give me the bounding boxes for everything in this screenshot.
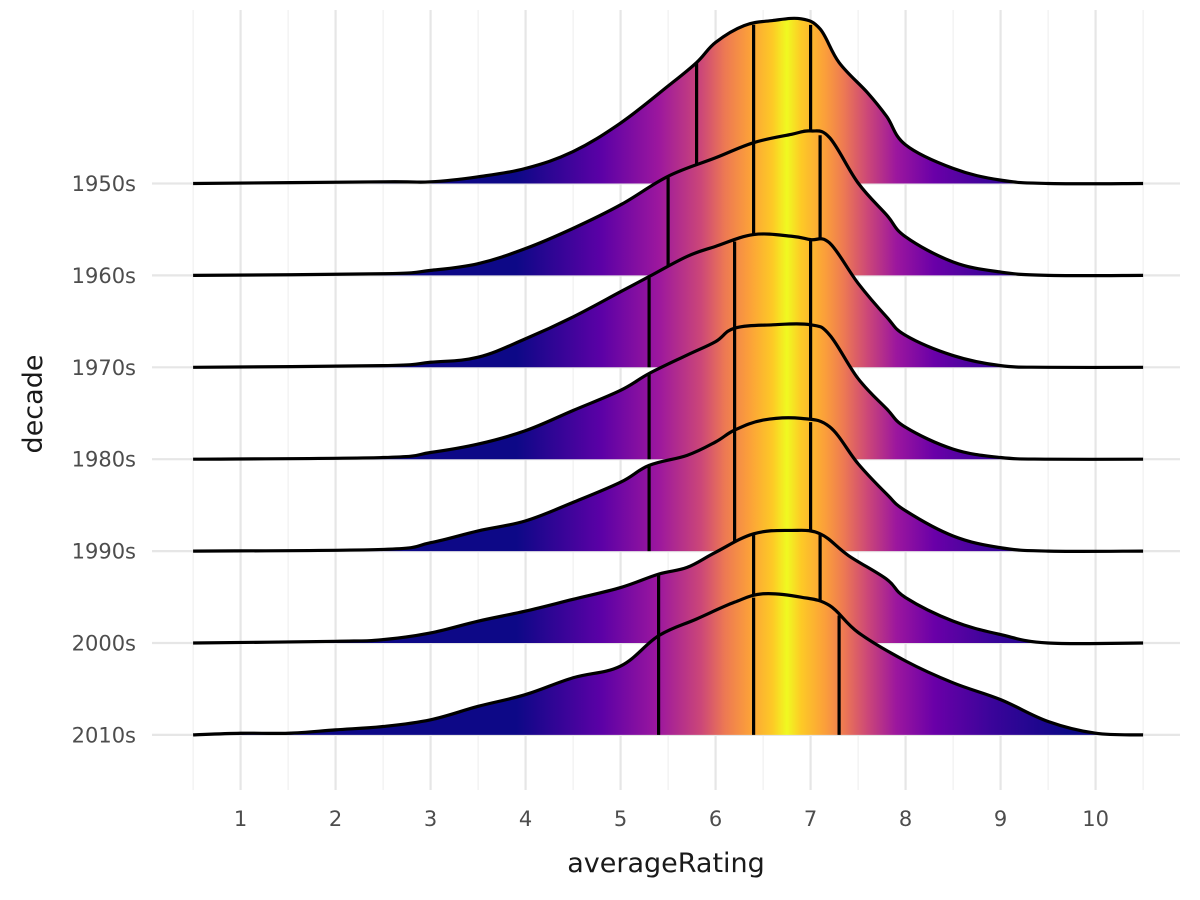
ridge-outline xyxy=(193,591,1144,737)
ridge-fill xyxy=(193,233,1144,368)
y-tick-label: 1970s xyxy=(72,356,136,380)
x-tick-label: 8 xyxy=(899,807,912,831)
ridge-1960s xyxy=(193,129,1144,278)
y-axis-title: decade xyxy=(18,355,49,454)
ridge-fill xyxy=(193,18,1144,184)
ridge-outline xyxy=(193,16,1144,186)
y-tick-label: 2010s xyxy=(72,723,136,747)
y-tick-label: 1990s xyxy=(72,540,136,564)
x-tick-label: 7 xyxy=(804,807,817,831)
x-axis-ticks: 1 2 3 4 5 6 7 8 9 10 xyxy=(234,807,1109,831)
ridge-fill xyxy=(193,417,1144,552)
ridge-outline xyxy=(193,528,1144,646)
y-tick-label: 1980s xyxy=(72,448,136,472)
y-tick-label: 1950s xyxy=(72,172,136,196)
ridge-outline xyxy=(193,416,1144,553)
x-tick-label: 2 xyxy=(329,807,342,831)
ridges xyxy=(193,16,1144,737)
x-tick-label: 9 xyxy=(994,807,1007,831)
ridge-fill xyxy=(193,530,1144,644)
x-tick-label: 4 xyxy=(519,807,532,831)
x-tick-label: 1 xyxy=(234,807,247,831)
ridge-2010s xyxy=(193,591,1144,737)
x-tick-label: 6 xyxy=(709,807,722,831)
x-axis-title: averageRating xyxy=(567,848,765,879)
x-tick-label: 10 xyxy=(1082,807,1109,831)
y-axis-ticks: 1950s 1960s 1970s 1980s 1990s 2000s 2010s xyxy=(72,172,136,747)
y-tick-label: 2000s xyxy=(72,632,136,656)
x-tick-label: 5 xyxy=(614,807,627,831)
ridge-1990s xyxy=(193,416,1144,553)
ridge-fill xyxy=(193,593,1144,735)
ridge-fill xyxy=(193,323,1144,460)
ridge-outline xyxy=(193,322,1144,461)
y-tick-label: 1960s xyxy=(72,264,136,288)
ridge-outline xyxy=(193,232,1144,370)
ridge-outline xyxy=(193,129,1144,278)
x-tick-label: 3 xyxy=(424,807,437,831)
